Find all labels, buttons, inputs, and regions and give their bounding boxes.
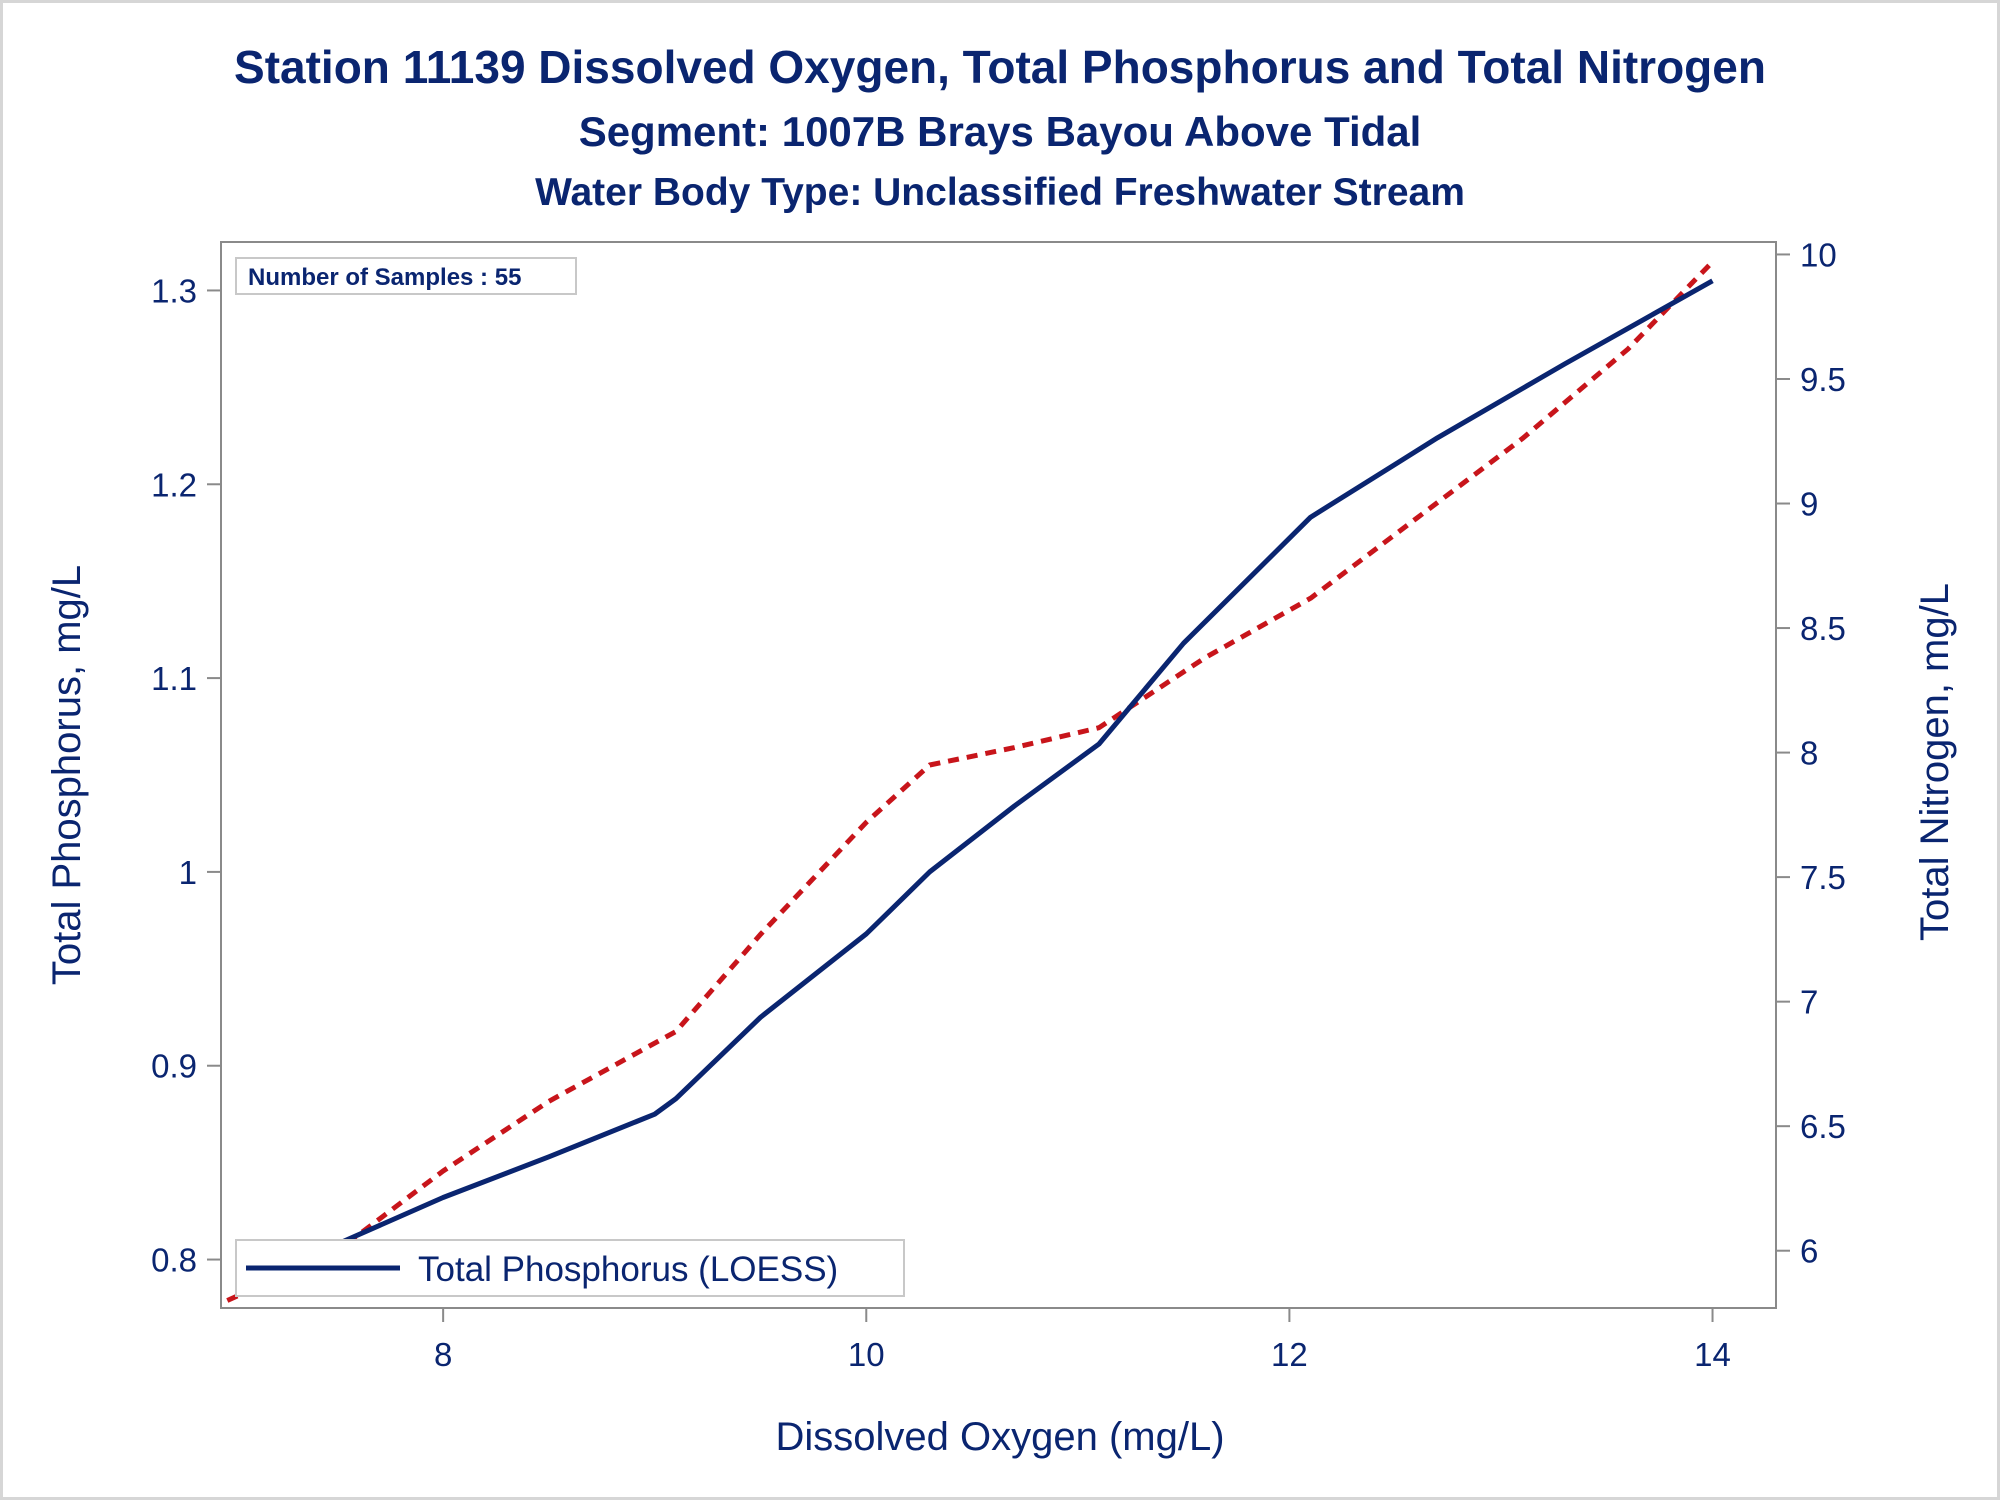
x-axis-label: Dissolved Oxygen (mg/L) — [775, 1415, 1224, 1459]
y2-tick-label-0: 6 — [1800, 1233, 1818, 1270]
y2-tick-label-3: 7.5 — [1800, 859, 1846, 896]
series-layer — [226, 260, 1715, 1303]
y-tick-label-3: 1.1 — [151, 660, 197, 697]
plot-area — [220, 241, 1777, 1309]
y2-tick-label-1: 6.5 — [1800, 1108, 1846, 1145]
chart-subtitle-2: Water Body Type: Unclassified Freshwater… — [535, 171, 1465, 214]
y2-tick-label-8: 10 — [1800, 236, 1837, 273]
y2-tick-label-4: 8 — [1800, 735, 1818, 772]
chart-subtitle: Segment: 1007B Brays Bayou Above Tidal — [579, 108, 1422, 155]
y2-tick-label-5: 8.5 — [1800, 610, 1846, 647]
x-tick-label-0: 8 — [434, 1336, 452, 1373]
sample-count-box — [235, 257, 577, 295]
y-tick-label-0: 0.8 — [151, 1242, 197, 1279]
x-tick-label-3: 14 — [1694, 1336, 1731, 1373]
sample-count-label: Number of Samples : 55 — [248, 264, 521, 291]
x-tick-label-2: 12 — [1271, 1336, 1308, 1373]
y-tick-label-2: 1 — [179, 854, 197, 891]
axis-ticks: 8 10 12 14 0.8 0.9 1 1.1 1.2 1.3 6 6.5 7 7.5 8 8.5 9 9.5 1… — [151, 236, 1846, 1373]
y-tick-label-5: 1.3 — [151, 272, 197, 309]
y-tick-label-4: 1.2 — [151, 466, 197, 503]
y2-tick-label-6: 9 — [1800, 486, 1818, 523]
series-line-total-nitrogen — [226, 260, 1715, 1303]
y-axis-label: Total Phosphorus, mg/L — [45, 565, 89, 985]
x-tick-label-1: 10 — [848, 1336, 885, 1373]
y-tick-label-1: 0.9 — [151, 1048, 197, 1085]
legend-label-phosphorus: Total Phosphorus (LOESS) — [418, 1250, 838, 1289]
y2-tick-label-2: 7 — [1800, 984, 1818, 1021]
y2-tick-label-7: 9.5 — [1800, 361, 1846, 398]
series-line-total-phosphorus — [251, 278, 1714, 1291]
y2-axis-label: Total Nitrogen, mg/L — [1913, 583, 1957, 941]
chart-title: Station 11139 Dissolved Oxygen, Total Ph… — [234, 41, 1766, 93]
